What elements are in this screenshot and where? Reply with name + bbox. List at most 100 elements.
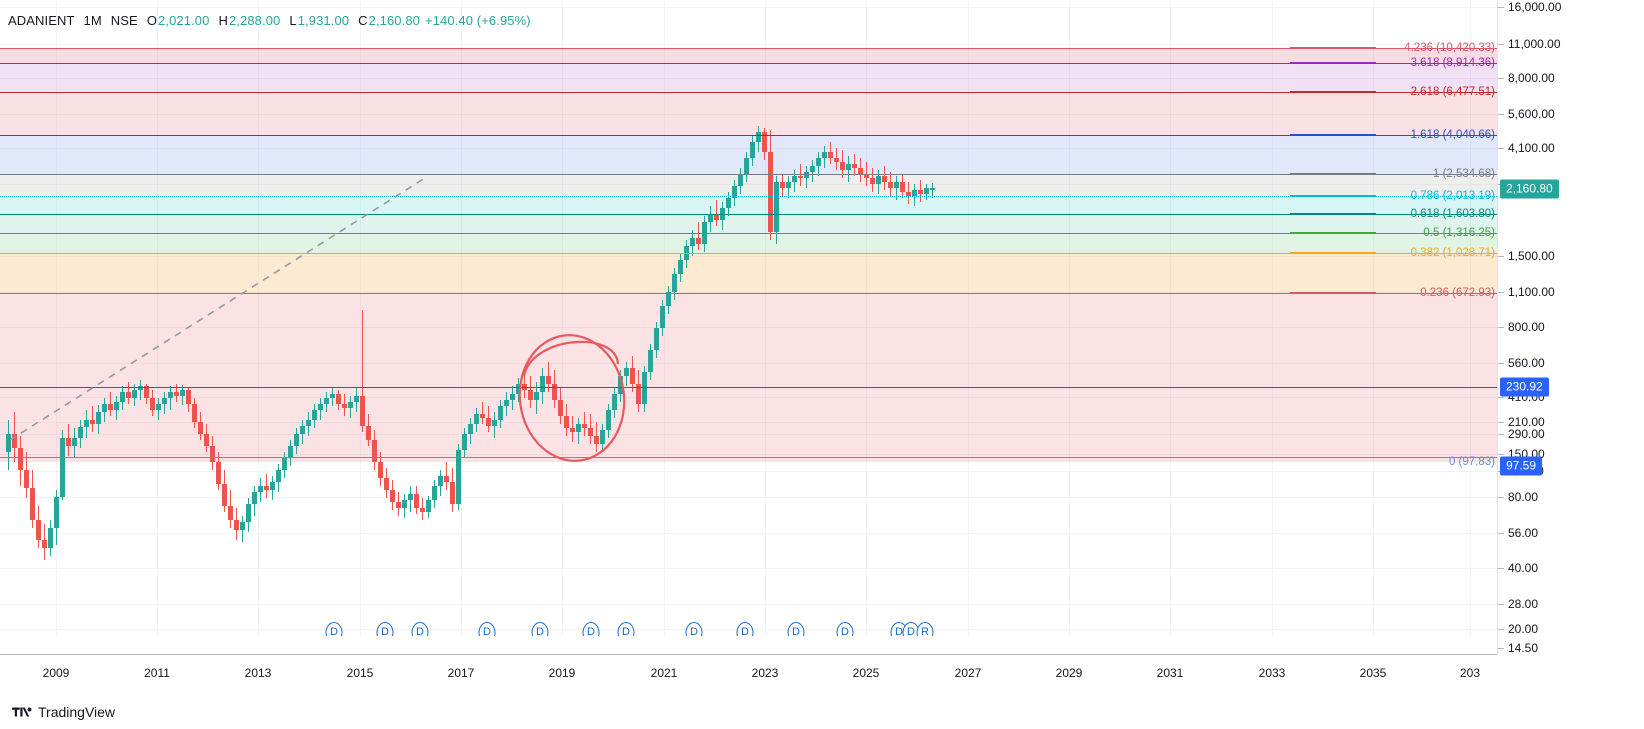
- fibonacci-zone: [0, 63, 1497, 92]
- fibonacci-level-label: 0.382 (1,028.71): [1410, 247, 1495, 259]
- horizontal-gridline: [0, 292, 1497, 293]
- fibonacci-level-line[interactable]: [0, 293, 1497, 294]
- legend-low-value: 1,931.00: [297, 13, 350, 28]
- candle-body: [414, 494, 419, 508]
- trendline-drawing[interactable]: [9, 177, 426, 441]
- candle-body: [66, 438, 71, 446]
- candle-body: [690, 238, 695, 246]
- price-tick-label: 1,500.00: [1508, 249, 1555, 263]
- legend-symbol[interactable]: ADANIENT: [8, 13, 75, 28]
- fibonacci-level-dash: [1290, 62, 1376, 64]
- candle-body: [576, 424, 581, 432]
- dividend-marker[interactable]: D: [582, 622, 600, 636]
- candle-body: [378, 462, 383, 478]
- blue-level-tag-lower[interactable]: 97.59: [1500, 456, 1543, 476]
- horizontal-gridline: [0, 114, 1497, 115]
- candle-body: [744, 158, 749, 174]
- candle-body: [486, 418, 491, 426]
- blue-level-line[interactable]: [0, 387, 1497, 388]
- candle-body: [78, 427, 83, 438]
- horizontal-gridline: [0, 604, 1497, 605]
- candle-body: [810, 166, 815, 172]
- dividend-marker[interactable]: D: [736, 622, 754, 636]
- candle-body: [630, 368, 635, 384]
- fibonacci-level-line[interactable]: [0, 92, 1497, 93]
- candle-body: [672, 274, 677, 292]
- time-tick-label: 2011: [144, 666, 170, 680]
- time-tick-label: 2035: [1359, 666, 1387, 680]
- candle-body: [624, 368, 629, 376]
- fibonacci-level-dash: [1290, 292, 1376, 294]
- blue-level-tag-upper[interactable]: 230.92: [1500, 377, 1549, 397]
- price-tick-mark: [1498, 629, 1504, 630]
- time-axis[interactable]: 2009 2011 2013 2015 2017 2019 2021 2023 2025 2027…: [0, 654, 1497, 694]
- dividend-marker[interactable]: D: [325, 622, 343, 636]
- candle-body: [288, 446, 293, 458]
- dividend-marker[interactable]: D: [836, 622, 854, 636]
- rights-marker[interactable]: R: [916, 622, 934, 636]
- dividend-marker[interactable]: D: [376, 622, 394, 636]
- tradingview-logo[interactable]: TradingView: [12, 704, 115, 720]
- legend-interval[interactable]: 1M: [83, 13, 102, 28]
- fibonacci-level-line[interactable]: [0, 135, 1497, 136]
- candle-body: [174, 392, 179, 396]
- horizontal-gridline: [0, 184, 1497, 185]
- candle-body: [336, 394, 341, 404]
- candle-body: [492, 420, 497, 426]
- price-tick-label: 20.00: [1508, 622, 1539, 636]
- candle-body: [588, 428, 593, 436]
- fibonacci-level-line[interactable]: [0, 233, 1497, 234]
- fibonacci-level-line[interactable]: [0, 48, 1497, 49]
- vertical-gridline: [1373, 0, 1374, 636]
- price-tick-mark: [1498, 497, 1504, 498]
- price-axis[interactable]: 16,000.00 11,000.00 8,000.00 5,600.00 4,100.…: [1497, 0, 1644, 655]
- candle-body: [834, 158, 839, 162]
- candle-body: [216, 462, 221, 484]
- dividend-marker[interactable]: D: [787, 622, 805, 636]
- vertical-gridline: [1272, 0, 1273, 636]
- candle-body: [660, 306, 665, 328]
- horizontal-gridline: [0, 363, 1497, 364]
- candle-body: [636, 384, 641, 404]
- vertical-gridline: [360, 0, 361, 636]
- candle-body: [384, 478, 389, 490]
- horizontal-gridline: [0, 148, 1497, 149]
- fibonacci-level-line[interactable]: [0, 214, 1497, 215]
- price-tick-mark: [1498, 44, 1504, 45]
- candle-body: [324, 398, 329, 404]
- fibonacci-level-line[interactable]: [0, 253, 1497, 254]
- time-tick-label: 2031: [1156, 666, 1184, 680]
- candle-body: [12, 434, 17, 448]
- candle-body: [432, 486, 437, 500]
- gray-level-line[interactable]: [0, 457, 1497, 458]
- fibonacci-level-dash: [1290, 173, 1376, 175]
- dividend-marker[interactable]: D: [411, 622, 429, 636]
- price-tick-label: 1,100.00: [1508, 285, 1555, 299]
- circle-annotation[interactable]: [512, 328, 633, 467]
- fibonacci-level-line[interactable]: [0, 174, 1497, 175]
- dividend-marker[interactable]: D: [478, 622, 496, 636]
- dividend-marker[interactable]: D: [617, 622, 635, 636]
- candle-body: [918, 190, 923, 194]
- candle-body: [120, 392, 125, 402]
- fibonacci-level-line[interactable]: [0, 63, 1497, 64]
- fibonacci-zone: [0, 233, 1497, 253]
- legend-open-value: 2,021.00: [158, 13, 210, 28]
- dividend-marker[interactable]: D: [685, 622, 703, 636]
- last-price-tag[interactable]: 2,160.80: [1500, 179, 1559, 199]
- fibonacci-level-line[interactable]: [0, 196, 1497, 197]
- chart-plot-area[interactable]: 4.236 (10,420.33) 3.618 (8,914.36) 2.618 (…: [0, 0, 1497, 636]
- candle-body: [504, 400, 509, 406]
- legend-open-label: O: [146, 13, 158, 28]
- candle-body: [108, 404, 113, 410]
- fibonacci-zone: [0, 253, 1497, 293]
- candle-body: [294, 434, 299, 446]
- horizontal-gridline: [0, 256, 1497, 257]
- time-tick-label: 2021: [650, 666, 678, 680]
- fibonacci-level-dash: [1290, 91, 1376, 93]
- candle-wick: [482, 402, 483, 424]
- dividend-marker[interactable]: D: [531, 622, 549, 636]
- candle-body: [462, 434, 467, 450]
- candle-body: [822, 152, 827, 158]
- vertical-gridline: [1170, 0, 1171, 636]
